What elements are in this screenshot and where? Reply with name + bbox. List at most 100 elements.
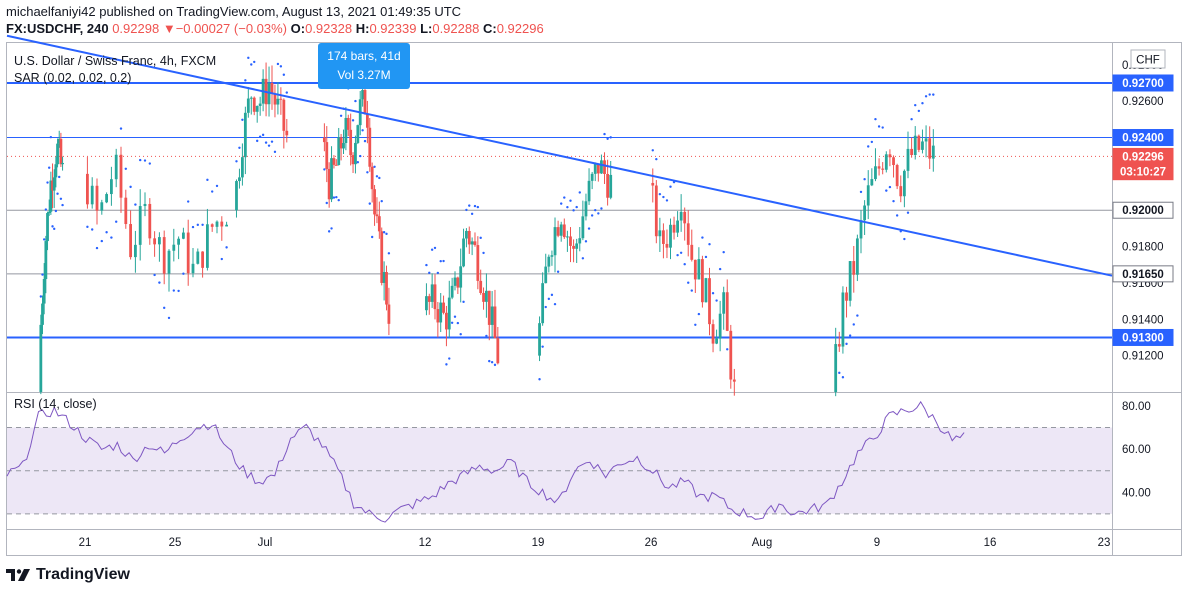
sar-dot: [105, 231, 108, 234]
sar-dot: [606, 137, 609, 141]
candle-body: [370, 166, 374, 190]
sar-dot: [59, 197, 63, 201]
trendline: [6, 34, 1113, 277]
candle-body: [913, 135, 917, 155]
sar-dot: [439, 259, 442, 263]
price-label-text: 0.92000: [1122, 205, 1164, 217]
candle-body: [52, 177, 56, 191]
sar-dot: [380, 199, 383, 203]
sar-dot: [182, 272, 185, 275]
candle-body: [433, 284, 437, 310]
candle-body: [465, 230, 468, 239]
candle-body: [442, 302, 445, 313]
sar-dot: [690, 289, 693, 292]
sar-dot: [877, 125, 881, 128]
sar-dot: [566, 205, 569, 209]
sar-dot: [476, 205, 480, 209]
sar-dot: [852, 323, 855, 326]
candle-body: [349, 129, 353, 156]
candle-body: [54, 164, 58, 178]
sar-dot: [569, 199, 572, 202]
sar-dot: [354, 99, 357, 103]
price-label-text: 0.92296: [1122, 151, 1164, 163]
candle-body: [380, 231, 384, 283]
sar-dot: [560, 202, 563, 205]
candle-body: [90, 185, 94, 205]
sar-dot: [932, 93, 935, 96]
sar-dot: [282, 73, 286, 76]
sar-dot: [718, 267, 722, 271]
currency-button[interactable]: CHF: [1130, 49, 1166, 69]
sar-dot: [250, 63, 253, 66]
candle-body: [459, 266, 463, 288]
sar-dot: [662, 195, 665, 199]
candle-body: [243, 112, 247, 158]
sar-dot: [468, 204, 471, 207]
candle-body: [49, 180, 53, 212]
price-label-box: [1112, 328, 1174, 346]
candle-body: [344, 117, 348, 144]
sar-dot: [538, 378, 541, 381]
candle-body: [672, 224, 676, 233]
chart-frame: [6, 42, 1182, 556]
sar-dot: [436, 271, 440, 275]
candle-body: [859, 220, 863, 239]
sar-dot: [590, 214, 594, 217]
sar-dot: [914, 103, 917, 107]
low-label: L:: [420, 21, 433, 36]
candle-body: [892, 157, 895, 166]
sar-dot: [267, 144, 271, 147]
candle-body: [697, 259, 701, 280]
time-tick-label: 19: [532, 537, 545, 549]
sar-dot: [470, 212, 474, 216]
candle-body: [572, 245, 575, 249]
candle-body: [910, 148, 914, 155]
sar-dot: [425, 263, 428, 267]
candle-body: [182, 232, 185, 239]
candle-body: [143, 203, 147, 207]
sar-dot: [359, 154, 362, 158]
sar-dot: [187, 200, 190, 203]
candle-body: [387, 304, 391, 324]
sar-dot: [53, 227, 56, 231]
candle-body: [270, 83, 274, 94]
candle-body: [191, 263, 195, 274]
candle-body: [676, 220, 679, 233]
sar-dot: [578, 191, 581, 194]
candle-body: [196, 251, 200, 264]
sar-dot: [323, 168, 326, 171]
rsi-line: [6, 400, 965, 523]
sar-dot: [658, 192, 662, 196]
candle-body: [258, 103, 262, 106]
sar-dot: [330, 227, 333, 230]
candle-body: [590, 173, 594, 181]
candle-body: [493, 306, 497, 339]
sar-dot: [870, 140, 874, 144]
candle-body: [129, 224, 132, 258]
candle-body: [863, 205, 867, 221]
candle-body: [456, 277, 460, 288]
price-label-text: 0.92700: [1122, 78, 1164, 90]
sar-dot: [874, 117, 877, 121]
candle-body: [490, 306, 494, 325]
sar-dot: [110, 236, 113, 239]
sar-dot: [859, 190, 863, 194]
price-label-text: 0.91650: [1122, 269, 1164, 281]
sar-dot: [54, 209, 58, 213]
symbol-name[interactable]: FX:USDCHF, 240: [6, 21, 109, 36]
sar-dot: [924, 95, 928, 98]
candle-body: [279, 98, 283, 100]
candle-body: [487, 290, 491, 325]
sar-dot: [285, 91, 288, 94]
candle-body: [569, 236, 572, 246]
sar-dot: [143, 159, 147, 162]
sar-dot: [356, 161, 360, 164]
sar-dot: [39, 295, 43, 298]
sar-dot: [485, 334, 488, 338]
candle-body: [476, 245, 480, 281]
tradingview-logo[interactable]: TradingView: [6, 566, 130, 584]
candle-body: [41, 303, 44, 325]
candle-body: [114, 154, 118, 180]
candle-body: [177, 238, 180, 245]
